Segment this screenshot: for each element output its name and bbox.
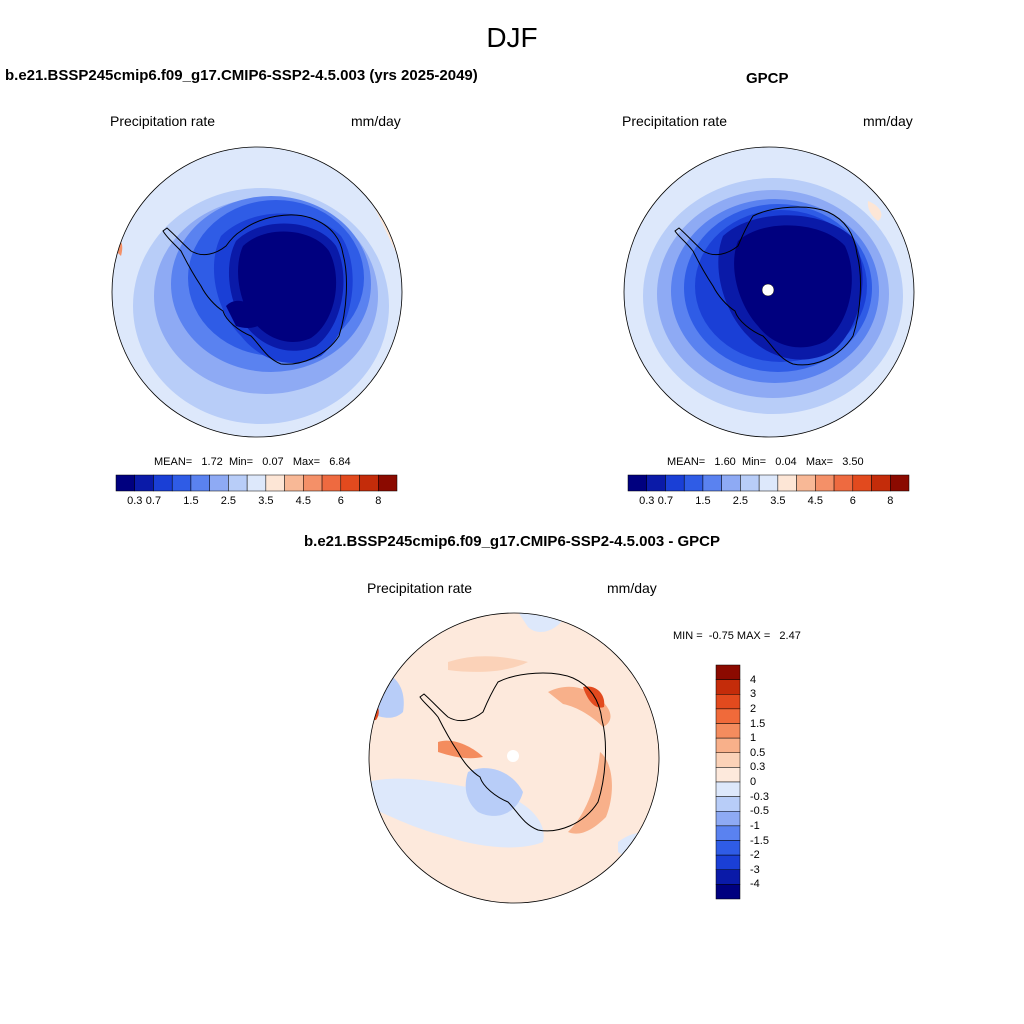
colorbar-tick-label: -0.3 <box>750 790 769 803</box>
model-polar-map <box>111 146 403 438</box>
obs-stats: MEAN= 1.60 Min= 0.04 Max= 3.50 <box>667 456 864 468</box>
colorbar-swatch <box>153 474 173 492</box>
colorbar-swatch <box>321 474 342 492</box>
colorbar-swatch <box>715 884 741 900</box>
colorbar-swatch <box>758 474 779 492</box>
colorbar-tick-label: 1.5 <box>750 717 766 730</box>
colorbar-tick-label: 2.5 <box>220 495 237 507</box>
colorbar-tick-label: 3.5 <box>770 495 786 507</box>
colorbar-tick-label: 6 <box>337 495 344 507</box>
colorbar-swatch <box>715 767 741 783</box>
colorbar-swatch <box>715 869 741 885</box>
colorbar-tick-label: 4.5 <box>807 495 823 507</box>
colorbar-swatch <box>265 474 285 492</box>
colorbar-tick-label: 4.5 <box>295 495 311 507</box>
colorbar-tick-label: -4 <box>750 878 760 891</box>
colorbar-tick-label: 2 <box>750 702 757 715</box>
colorbar-tick-label: 1 <box>750 732 757 745</box>
colorbar-swatch <box>646 474 666 492</box>
colorbar-swatch <box>190 474 210 492</box>
colorbar-swatch <box>246 474 267 492</box>
colorbar-swatch <box>627 474 647 492</box>
colorbar-tick-label: 0.3 <box>750 761 766 774</box>
colorbar-swatch <box>815 474 835 492</box>
colorbar-swatch <box>209 474 229 492</box>
colorbar-swatch <box>715 723 741 739</box>
colorbar-swatch <box>715 708 741 724</box>
colorbar-tick-label: -0.5 <box>750 805 769 818</box>
model-colorbar <box>115 474 398 492</box>
colorbar-swatch <box>777 474 797 492</box>
model-variable-label: Precipitation rate <box>110 113 216 129</box>
colorbar-tick-label: 1.5 <box>695 495 711 507</box>
obs-polar-map <box>623 146 915 438</box>
colorbar-swatch <box>665 474 685 492</box>
colorbar-swatch <box>740 474 760 492</box>
colorbar-tick-label: 1.5 <box>183 495 199 507</box>
colorbar-swatch <box>715 664 741 680</box>
colorbar-swatch <box>715 840 741 856</box>
page-title: DJF <box>486 22 538 53</box>
obs-variable-label: Precipitation rate <box>622 113 728 129</box>
colorbar-swatch <box>340 474 360 492</box>
colorbar-tick-label: 3 <box>750 688 757 701</box>
model-colorbar-labels: 0.3 0.7 1.5 2.5 3.5 4.5 6 8 <box>116 495 397 509</box>
diff-stats: MIN = -0.75 MAX = 2.47 <box>673 630 801 642</box>
colorbar-swatch <box>115 474 135 492</box>
colorbar-swatch <box>683 474 704 492</box>
colorbar-swatch <box>852 474 872 492</box>
model-units-label: mm/day <box>351 113 401 129</box>
diff-colorbar-labels: 4 3 2 1.5 1 0.5 0.3 0 -0.3 -0.5 -1 -1.5 -2 -3 -4 <box>750 665 790 899</box>
obs-units-label: mm/day <box>863 113 913 129</box>
colorbar-tick-label: 6 <box>849 495 856 507</box>
colorbar-tick-label: 3.5 <box>258 495 274 507</box>
colorbar-swatch <box>833 474 854 492</box>
colorbar-swatch <box>721 474 741 492</box>
colorbar-swatch <box>715 811 741 827</box>
colorbar-swatch <box>359 474 379 492</box>
diff-colorbar <box>715 664 741 900</box>
colorbar-swatch <box>134 474 154 492</box>
colorbar-tick-label: -3 <box>750 863 760 876</box>
colorbar-swatch <box>715 752 741 768</box>
colorbar-swatch <box>871 474 891 492</box>
obs-colorbar <box>627 474 910 492</box>
colorbar-tick-label: 4 <box>750 673 757 686</box>
colorbar-swatch <box>228 474 248 492</box>
colorbar-tick-label: 0.5 <box>750 746 766 759</box>
colorbar-swatch <box>715 796 741 812</box>
colorbar-swatch <box>378 474 398 492</box>
diff-panel-title: b.e21.BSSP245cmip6.f09_g17.CMIP6-SSP2-4.… <box>303 533 721 550</box>
colorbar-tick-label: 0.3 <box>127 495 143 507</box>
colorbar-swatch <box>171 474 192 492</box>
colorbar-tick-label: -1 <box>750 819 760 832</box>
colorbar-tick-label: 2.5 <box>732 495 749 507</box>
colorbar-swatch <box>715 737 741 753</box>
colorbar-tick-label: -2 <box>750 849 760 862</box>
colorbar-swatch <box>715 679 741 695</box>
colorbar-tick-label: -1.5 <box>750 834 769 847</box>
colorbar-swatch <box>715 694 741 710</box>
colorbar-swatch <box>303 474 323 492</box>
diff-variable-label: Precipitation rate <box>367 580 473 596</box>
obs-panel-title: GPCP <box>746 70 789 87</box>
colorbar-swatch <box>796 474 816 492</box>
colorbar-swatch <box>715 854 741 870</box>
model-stats: MEAN= 1.72 Min= 0.07 Max= 6.84 <box>154 456 351 468</box>
colorbar-tick-label: 8 <box>375 495 382 507</box>
diff-units-label: mm/day <box>607 580 657 596</box>
colorbar-tick-label: 0.3 <box>639 495 655 507</box>
colorbar-swatch <box>715 825 741 841</box>
colorbar-swatch <box>702 474 722 492</box>
colorbar-tick-label: 0.7 <box>145 495 162 507</box>
obs-colorbar-labels: 0.3 0.7 1.5 2.5 3.5 4.5 6 8 <box>628 495 909 509</box>
colorbar-tick-label: 0.7 <box>657 495 674 507</box>
diff-polar-map <box>368 612 660 904</box>
colorbar-tick-label: 0 <box>750 776 757 788</box>
colorbar-swatch <box>890 474 910 492</box>
model-panel-title: b.e21.BSSP245cmip6.f09_g17.CMIP6-SSP2-4.… <box>5 67 478 84</box>
colorbar-swatch <box>715 781 741 797</box>
colorbar-swatch <box>284 474 304 492</box>
colorbar-tick-label: 8 <box>887 495 894 507</box>
